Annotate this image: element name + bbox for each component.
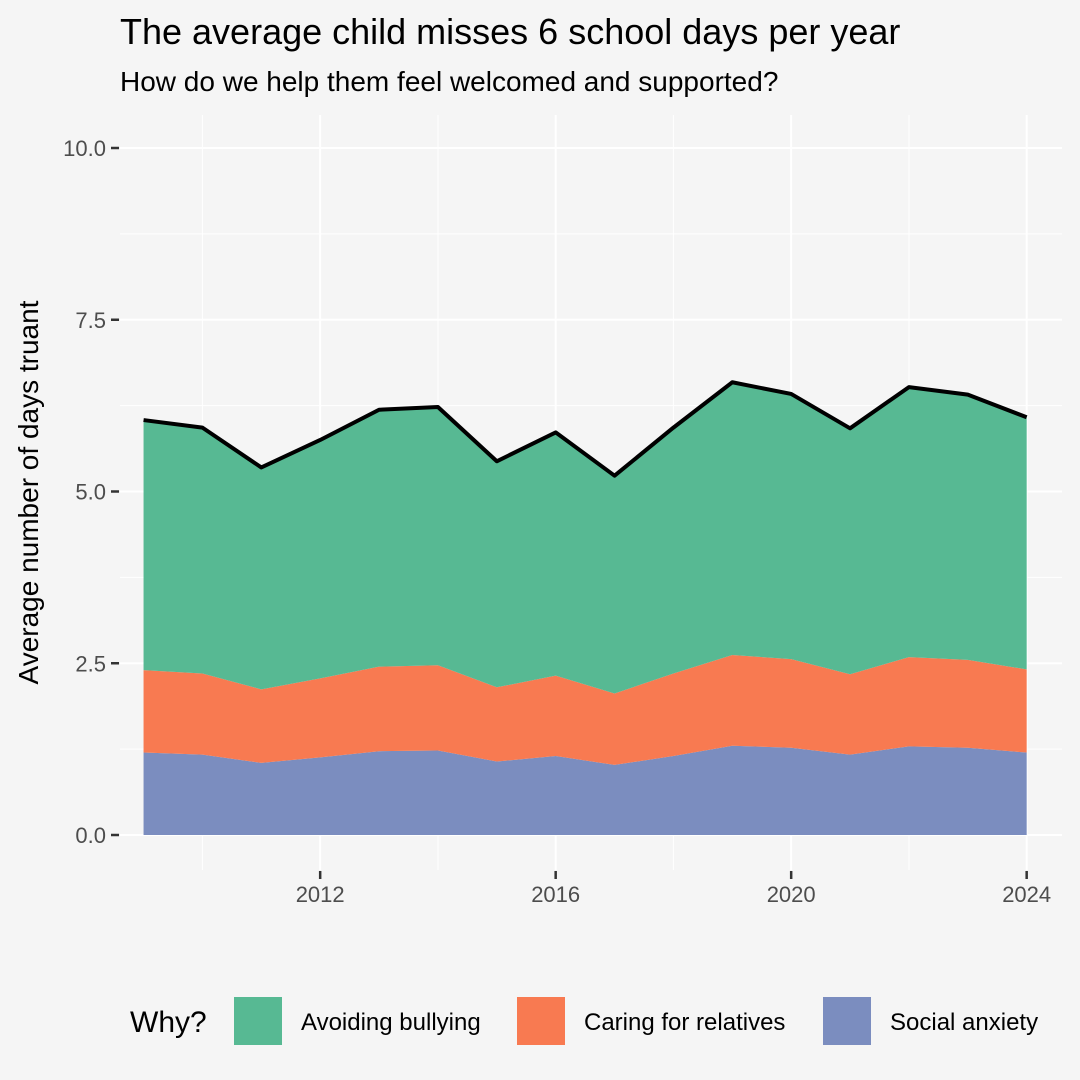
chart-subtitle: How do we help them feel welcomed and su… (120, 66, 778, 97)
area-avoiding-bullying (143, 382, 1027, 694)
legend-label: Avoiding bullying (301, 1009, 481, 1036)
x-tick-label: 2016 (531, 882, 580, 907)
y-tick-label: 10.0 (63, 136, 106, 161)
x-tick-label: 2024 (1002, 882, 1051, 907)
legend-label: Caring for relatives (584, 1009, 785, 1036)
legend-swatch (234, 997, 282, 1045)
y-axis-title: Average number of days truant (13, 300, 44, 684)
y-tick-label: 5.0 (75, 480, 106, 505)
area-layers (143, 382, 1027, 835)
legend-swatch (823, 997, 871, 1045)
x-tick-label: 2012 (296, 882, 345, 907)
legend-label: Social anxiety (890, 1009, 1038, 1036)
total-line (143, 380, 1028, 478)
legend-item-social-anxiety: Social anxiety (823, 997, 1038, 1045)
y-tick-label: 0.0 (75, 823, 106, 848)
area-social-anxiety (143, 745, 1027, 835)
legend-swatch (517, 997, 565, 1045)
legend-title: Why? (130, 1006, 207, 1039)
legend: Why? Avoiding bullying Caring for relative… (130, 997, 1038, 1045)
legend-item-avoiding-bullying: Avoiding bullying (234, 997, 481, 1045)
legend-item-caring-for-relatives: Caring for relatives (517, 997, 785, 1045)
area-caring-for-relatives (143, 655, 1027, 765)
x-axis: 2012 2016 2020 2024 (296, 871, 1051, 907)
y-axis: 0.0 2.5 5.0 7.5 10.0 (63, 136, 119, 848)
x-tick-label: 2020 (767, 882, 816, 907)
y-tick-label: 7.5 (75, 308, 106, 333)
chart-title: The average child misses 6 school days p… (120, 11, 900, 52)
y-tick-label: 2.5 (75, 651, 106, 676)
total-line-layer (143, 380, 1028, 478)
